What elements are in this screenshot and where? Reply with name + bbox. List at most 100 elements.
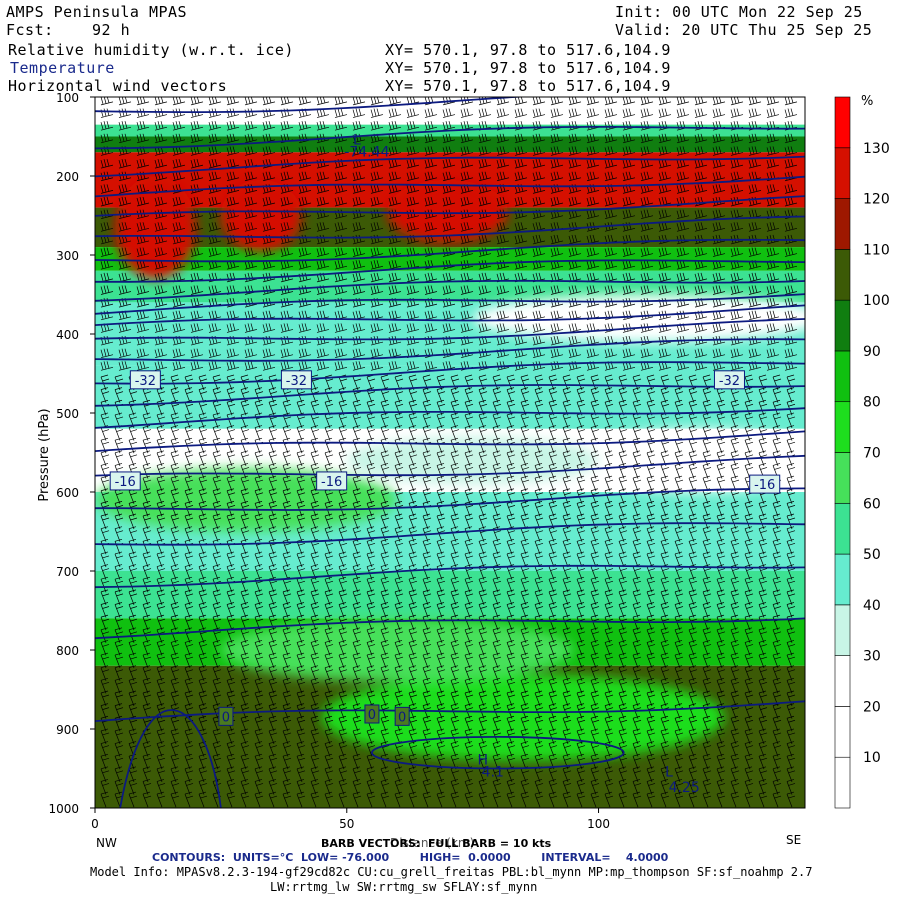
wind-barb (184, 437, 194, 454)
field-name-wind: Horizontal wind vectors (8, 77, 228, 95)
wind-barb (676, 159, 690, 169)
wind-barb (478, 310, 492, 321)
wind-barb (118, 260, 132, 270)
wind-barb (520, 374, 530, 391)
wind-barb (688, 374, 698, 391)
wind-barb (136, 323, 150, 333)
wind-barb (748, 184, 762, 194)
wind-barb (712, 159, 726, 169)
wind-barb (240, 374, 250, 391)
wind-barb (496, 146, 510, 156)
wind-barb (118, 121, 132, 131)
wind-barb (370, 196, 384, 207)
wind-barb (766, 108, 780, 118)
wind-barb (748, 285, 762, 295)
colorbar-tick-label: 20 (863, 699, 881, 715)
wind-barb (604, 133, 618, 144)
wind-barb (172, 310, 186, 321)
wind-barb (136, 133, 150, 144)
wind-barb (694, 146, 708, 156)
wind-barb (442, 196, 456, 207)
y-tick-label: 400 (56, 328, 79, 342)
colorbar-tick-label: 80 (863, 395, 881, 411)
x-tick-label: 100 (587, 817, 610, 831)
wind-barb (324, 425, 334, 441)
wind-barb (660, 387, 670, 403)
wind-barb (208, 171, 222, 182)
wind-barb (464, 374, 474, 391)
wind-barb (694, 222, 708, 232)
wind-barb (352, 196, 366, 207)
wind-barb (694, 184, 708, 194)
wind-barb (496, 323, 510, 333)
wind-barb (406, 108, 420, 118)
wind-barb (406, 222, 420, 232)
wind-barb (334, 260, 348, 270)
wind-barb (154, 222, 168, 232)
wind-barb (268, 399, 278, 416)
wind-barb (464, 387, 474, 403)
wind-barb (766, 222, 780, 232)
wind-barb (334, 171, 348, 182)
wind-barb (496, 234, 510, 245)
wind-barb (730, 272, 744, 283)
colorbar-segment (834, 553, 851, 606)
wind-barb (370, 272, 384, 283)
wind-barb (142, 412, 152, 429)
wind-barb (604, 260, 618, 270)
wind-barb (730, 146, 744, 156)
wind-barb (212, 412, 222, 429)
wind-barb (254, 387, 264, 403)
y-tick-label: 200 (56, 170, 79, 184)
wind-barb (460, 196, 474, 207)
wind-barb (586, 146, 600, 156)
wind-barb (786, 374, 796, 391)
wind-barb (244, 348, 258, 359)
wind-barb (310, 399, 320, 416)
wind-barb (460, 159, 474, 169)
wind-barb (442, 121, 456, 131)
wind-barb (658, 260, 672, 270)
wind-barb (352, 272, 366, 283)
y-tick-label: 700 (56, 565, 79, 579)
wind-barb (568, 234, 582, 245)
y-tick-label: 1000 (48, 802, 79, 816)
wind-barb (766, 133, 780, 144)
wind-barb (730, 348, 744, 359)
wind-barb (334, 361, 348, 371)
wind-barb (460, 108, 474, 118)
wind-barb (262, 222, 276, 232)
wind-barb (172, 348, 186, 359)
wind-barb (586, 171, 600, 182)
colorbar-segment (834, 502, 851, 555)
wind-barb (514, 97, 528, 106)
wind-barb (640, 285, 654, 295)
wind-barb (532, 234, 546, 245)
wind-barb (254, 425, 264, 441)
wind-barb (460, 171, 474, 182)
wind-barb (422, 399, 432, 416)
wind-barb (496, 108, 510, 118)
wind-barb (622, 348, 636, 359)
wind-barb (334, 247, 348, 257)
wind-barb (128, 437, 138, 454)
x-end-label-right: SE (786, 833, 802, 847)
wind-barb (380, 412, 390, 429)
wind-barb (282, 425, 292, 441)
wind-barb (550, 108, 564, 118)
wind-barb (436, 412, 446, 429)
wind-barb (730, 425, 740, 441)
wind-barb (190, 310, 204, 321)
wind-barb (100, 272, 114, 283)
wind-barb (586, 348, 600, 359)
wind-barb (226, 425, 236, 441)
wind-barb (424, 196, 438, 207)
wind-barb (298, 348, 312, 359)
wind-barb (550, 247, 564, 257)
wind-barb (702, 387, 712, 403)
wind-barb (748, 133, 762, 144)
wind-barb (658, 285, 672, 295)
wind-barb (394, 425, 404, 441)
wind-barb (658, 247, 672, 257)
wind-barb (702, 374, 712, 391)
